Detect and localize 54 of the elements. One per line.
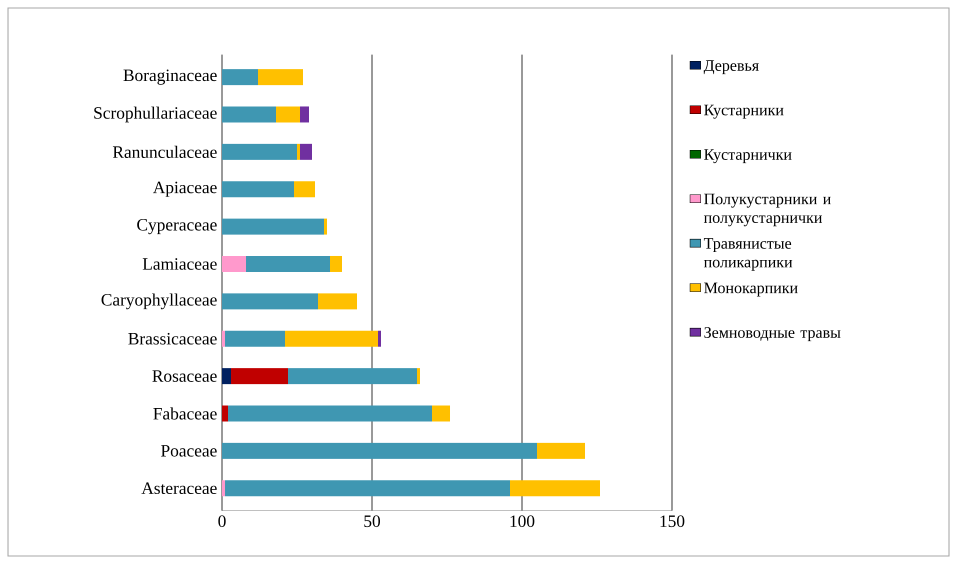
y-tick-label: Fabaceae: [153, 407, 217, 420]
bar: [378, 330, 382, 347]
bar: [225, 480, 510, 496]
bar: [330, 256, 342, 272]
bar: [300, 144, 312, 160]
legend-label: Травянистые поликарпики: [704, 238, 792, 271]
bar: [432, 405, 450, 422]
bar: [222, 69, 258, 86]
legend-label: Кустарники: [704, 104, 784, 119]
y-tick-label: Lamiaceae: [142, 258, 217, 270]
y-tick-label: Poaceae: [161, 445, 217, 457]
bar: [222, 442, 538, 459]
legend-label: Монокарпики: [704, 282, 798, 297]
bar: [300, 106, 310, 122]
bar: [228, 405, 432, 422]
bar: [222, 218, 324, 235]
bar: [222, 106, 276, 122]
y-tick-label: Rosaceae: [152, 370, 217, 382]
y-tick-label: Asteraceae: [141, 482, 217, 494]
y-tick-label: Cyperaceae: [137, 218, 217, 234]
bar: [222, 181, 294, 198]
bar: [222, 293, 318, 310]
bar: [537, 442, 586, 459]
y-tick-label: Brassicaceae: [128, 332, 217, 345]
bar: [231, 368, 288, 384]
bar: [276, 106, 300, 122]
y-tick-label: Ranunculaceae: [112, 146, 217, 158]
y-tick-label: Scrophullariaceae: [94, 106, 217, 122]
y-tick-label: Caryophyllaceae: [102, 293, 217, 310]
y-tick-label: Boraginaceae: [123, 69, 217, 85]
x-tick-label: 150: [660, 515, 684, 528]
y-tick-label: Apiaceae: [153, 182, 217, 197]
bar: [297, 144, 300, 160]
bar: [222, 144, 298, 160]
bar: [510, 480, 600, 496]
legend-label: Полукустарники и полукустарнички: [704, 194, 831, 226]
legend-label: Деревья: [704, 60, 759, 74]
legend-label: Земноводные травы: [704, 327, 841, 342]
x-tick-label: 50: [364, 515, 380, 528]
bar: [246, 256, 330, 272]
bar: [222, 405, 228, 422]
bar: [258, 69, 304, 86]
x-tick-label: 0: [218, 515, 226, 528]
x-tick-label: 100: [510, 515, 534, 528]
bar: [222, 256, 246, 272]
bar: [417, 368, 420, 384]
bar: [324, 218, 328, 235]
bar: [285, 330, 378, 347]
legend-label: Кустарнички: [704, 149, 792, 164]
bar: [288, 368, 418, 384]
bar: [294, 181, 316, 198]
bar: [225, 330, 286, 347]
bar: [222, 368, 232, 384]
bar: [318, 293, 358, 310]
